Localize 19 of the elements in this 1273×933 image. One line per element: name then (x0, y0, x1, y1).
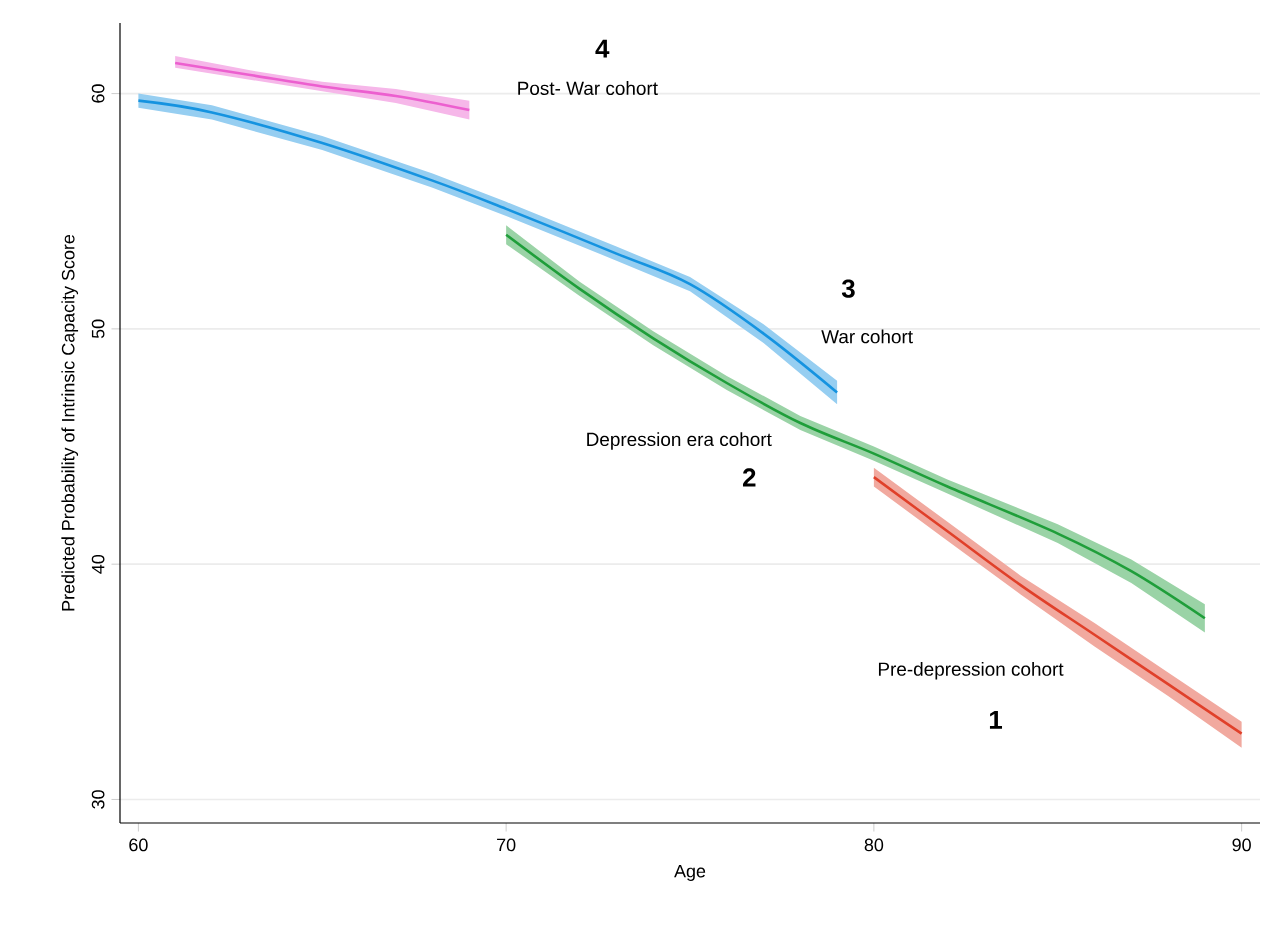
x-tick-label: 80 (864, 838, 884, 852)
y-tick-label: 60 (91, 84, 105, 103)
y-tick-label: 50 (91, 319, 105, 339)
y-tick-label: 30 (91, 790, 105, 809)
x-tick-label: 60 (129, 838, 148, 852)
annotation: 4 (595, 39, 610, 58)
text: Pre-depression cohort (878, 661, 1064, 680)
annotation: 2 (742, 468, 756, 487)
series-label: War cohort (821, 329, 913, 344)
annotation: 3 (841, 279, 855, 298)
x-tick-label: 70 (497, 838, 516, 852)
line-series (173, 61, 471, 112)
y-tick-label: 40 (91, 554, 105, 574)
y-axis-title: Predicted Probability of Intrinsic Capacity Score (61, 234, 79, 611)
text: Post- War cohort (518, 81, 658, 96)
x-axis-title: Age (674, 864, 706, 881)
x-tick-label: 90 (1232, 838, 1251, 852)
annotation: 1 (989, 710, 1003, 729)
series-label: Depression era cohort (587, 432, 772, 450)
